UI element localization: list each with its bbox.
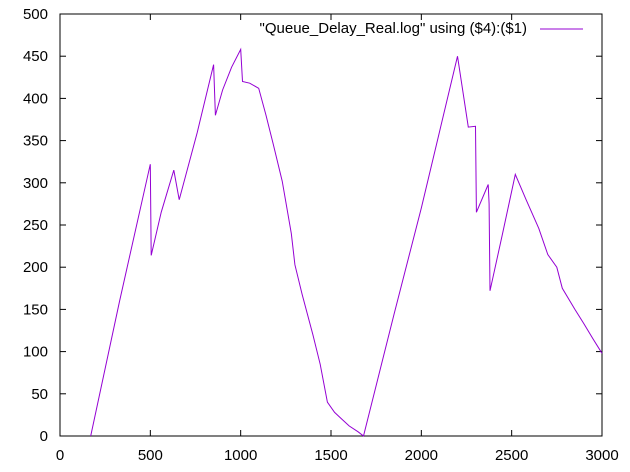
y-tick-label: 200	[23, 259, 48, 276]
x-tick-label: 1500	[314, 447, 347, 464]
tick-labels: 0 50 100 150 200 250 300 350 400 450 500 0 500 1000 15…	[23, 6, 619, 464]
y-tick-label: 250	[23, 217, 48, 234]
y-tick-label: 350	[23, 133, 48, 150]
y-tick-label: 300	[23, 175, 48, 192]
y-tick-label: 50	[31, 386, 48, 403]
x-tick-label: 3000	[585, 447, 618, 464]
y-tick-label: 150	[23, 301, 48, 318]
x-tick-label: 500	[138, 447, 163, 464]
x-tick-label: 2000	[405, 447, 438, 464]
y-tick-label: 100	[23, 344, 48, 361]
plot-area-border	[59, 13, 603, 437]
y-tick-label: 450	[23, 48, 48, 65]
x-tick-label: 2500	[495, 447, 528, 464]
axis-ticks	[59, 13, 603, 437]
x-tick-label: 0	[56, 447, 64, 464]
y-tick-label: 0	[40, 428, 48, 445]
y-tick-label: 400	[23, 90, 48, 107]
x-tick-label: 1000	[224, 447, 257, 464]
y-tick-label: 500	[23, 6, 48, 23]
series-line	[90, 47, 603, 437]
legend: "Queue_Delay_Real.log" using ($4):($1)	[260, 20, 583, 37]
series-layer	[90, 47, 603, 437]
legend-label: "Queue_Delay_Real.log" using ($4):($1)	[260, 20, 527, 37]
